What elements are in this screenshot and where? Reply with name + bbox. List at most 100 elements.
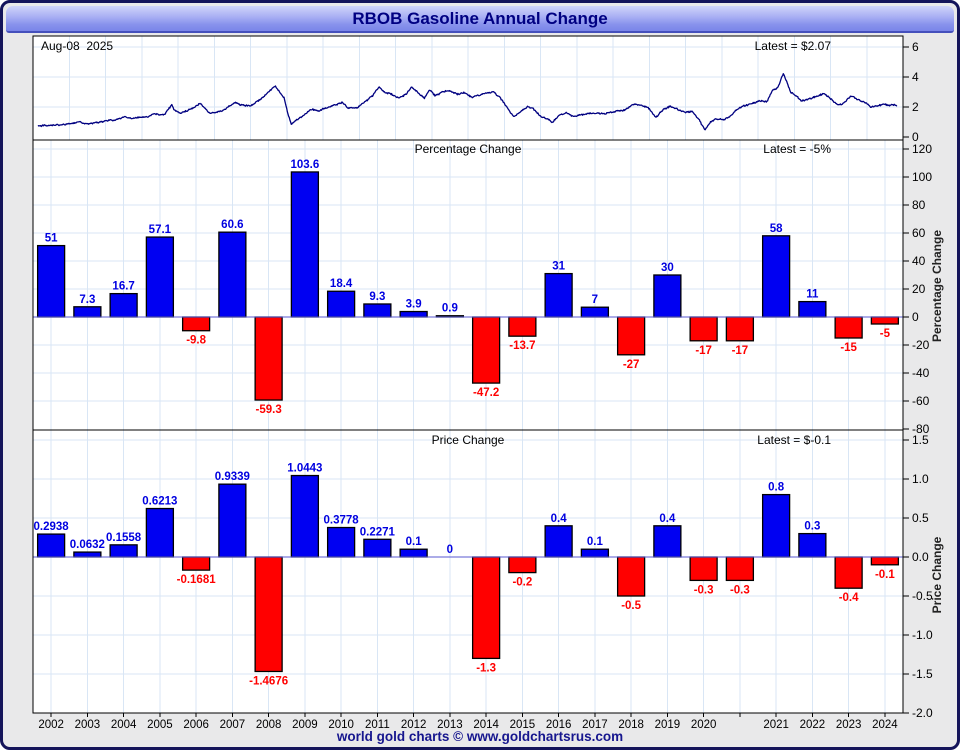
percentage-change-bar-2011 xyxy=(363,303,392,318)
y-tick-label: 120 xyxy=(912,142,932,156)
pct-axis-label: Percentage Change xyxy=(930,229,944,343)
percentage-change-value-label: 31 xyxy=(552,261,565,273)
year-tick-label: 2003 xyxy=(75,719,101,731)
price-change-value-label: -1.3 xyxy=(476,662,496,674)
y-tick-label: 1.0 xyxy=(912,472,929,486)
price-change-bar-2019 xyxy=(653,525,682,558)
percentage-change-bar-2009 xyxy=(290,171,320,318)
price-change-value-label: -1.4676 xyxy=(249,675,288,687)
year-tick-label: 2007 xyxy=(220,719,246,731)
percentage-change-bar-2002 xyxy=(36,244,66,318)
price-change-value-label: 0 xyxy=(447,544,453,556)
percentage-change-value-label: 60.6 xyxy=(221,219,243,231)
y-tick-label: 60 xyxy=(912,226,926,240)
percentage-change-bar-2017 xyxy=(580,306,610,318)
y-tick-label: 0.0 xyxy=(912,550,929,564)
price-change-value-label: -0.3 xyxy=(694,584,714,596)
price-change-value-label: 0.3 xyxy=(804,521,820,533)
price-change-bar-2007 xyxy=(218,483,247,558)
percentage-change-value-label: 57.1 xyxy=(149,224,172,236)
year-tick-label: 2020 xyxy=(691,719,717,731)
pct-panel-title: Percentage Change xyxy=(414,142,522,156)
percentage-change-value-label: 58 xyxy=(770,223,783,235)
price-change-bar-2015 xyxy=(508,556,537,574)
percentage-change-value-label: 51 xyxy=(45,233,58,245)
percentage-change-value-label: -47.2 xyxy=(473,387,499,399)
price-history-line xyxy=(37,73,898,131)
price-change-value-label: 0.2271 xyxy=(360,526,396,538)
year-tick-label: 2004 xyxy=(111,719,137,731)
percentage-change-value-label: 7 xyxy=(592,294,598,306)
price-change-value-label: 0.0632 xyxy=(70,539,105,551)
price-change-value-label: -0.1 xyxy=(875,569,895,581)
y-tick-label: 0 xyxy=(912,130,919,144)
percentage-change-bar-2019 xyxy=(653,274,682,318)
price-change-bar-2002 xyxy=(36,533,66,558)
price-change-value-label: 1.0443 xyxy=(287,463,322,475)
price-change-value-label: 0.1 xyxy=(587,536,604,548)
y-tick-label: -1.0 xyxy=(912,628,933,642)
y-tick-label: 20 xyxy=(912,282,926,296)
year-tick-label: 2011 xyxy=(365,719,390,731)
year-tick-label: 2010 xyxy=(328,719,354,731)
year-tick-label: 2015 xyxy=(510,719,536,731)
price-change-bar-2017 xyxy=(580,548,610,558)
year-tick-label: 2005 xyxy=(147,719,173,731)
y-tick-label: 80 xyxy=(912,198,926,212)
percentage-change-value-label: -9.8 xyxy=(186,335,206,347)
y-tick-label: 4 xyxy=(912,70,919,84)
y-tick-label: 0.5 xyxy=(912,511,929,525)
price-change-value-label: 0.9339 xyxy=(215,471,250,483)
chg-panel-title: Price Change xyxy=(431,433,505,447)
y-tick-label: -0.5 xyxy=(912,589,933,603)
y-tick-label: 6 xyxy=(912,40,919,54)
year-tick-label: 2014 xyxy=(473,719,499,731)
y-tick-label: -1.5 xyxy=(912,667,933,681)
price-change-bar-2011 xyxy=(363,538,392,558)
chart-canvas: 51 7.3 16.7 57.1 -9.8 60.6 -59.3 103.6 18.4 9.3 3.… xyxy=(32,35,933,731)
percentage-change-value-label: -15 xyxy=(840,342,857,354)
price-change-bar-blank xyxy=(725,556,755,582)
price-change-bar-2008 xyxy=(254,556,283,673)
price-change-bar-2004 xyxy=(109,544,138,558)
percentage-change-bar-2023 xyxy=(834,316,863,339)
plot-frame xyxy=(32,35,904,714)
chg-axis-label: Price Change xyxy=(930,536,944,614)
year-tick-label: 2021 xyxy=(763,719,789,731)
price-change-bar-2023 xyxy=(834,556,863,589)
percentage-change-value-label: -27 xyxy=(623,359,640,371)
y-tick-label: 1.5 xyxy=(912,433,929,447)
percentage-change-bar-2010 xyxy=(326,290,356,318)
pct-latest-label: Latest = -5% xyxy=(763,142,831,156)
title-bar: RBOB Gasoline Annual Change xyxy=(6,6,954,33)
footer-credit: world gold charts © www.goldchartsrus.co… xyxy=(336,729,624,744)
year-tick-label: 2019 xyxy=(655,719,681,731)
percentage-change-bar-2014 xyxy=(471,316,501,384)
price-change-bar-2022 xyxy=(798,532,827,558)
price-change-value-label: 0.3778 xyxy=(324,515,360,527)
price-change-value-label: -0.5 xyxy=(621,600,641,612)
price-change-bar-2005 xyxy=(145,507,175,558)
percentage-change-bar-2008 xyxy=(254,316,283,401)
price-change-value-label: -0.2 xyxy=(512,577,532,589)
percentage-change-bar-2024 xyxy=(870,316,900,325)
year-tick-label: 2008 xyxy=(256,719,282,731)
percentage-change-bar-2012 xyxy=(399,310,428,318)
price-change-bar-2020 xyxy=(689,556,718,582)
y-tick-label: -2.0 xyxy=(912,706,933,720)
price-change-value-label: 0.6213 xyxy=(142,496,177,508)
y-tick-label: 2 xyxy=(912,100,919,114)
price-change-value-label: 0.1558 xyxy=(106,532,142,544)
percentage-change-bar-2007 xyxy=(218,231,247,318)
year-tick-label: 2009 xyxy=(292,719,318,731)
percentage-change-value-label: 103.6 xyxy=(290,159,319,171)
year-tick-label: 2006 xyxy=(183,719,209,731)
year-tick-label: 2002 xyxy=(38,719,64,731)
price-change-bar-2003 xyxy=(73,551,102,558)
year-tick-label: 2017 xyxy=(582,719,608,731)
percentage-change-bar-2018 xyxy=(616,316,646,356)
percentage-change-value-label: 0.9 xyxy=(442,303,458,315)
percentage-change-value-label: 18.4 xyxy=(330,278,353,290)
percentage-change-value-label: -17 xyxy=(732,345,749,357)
